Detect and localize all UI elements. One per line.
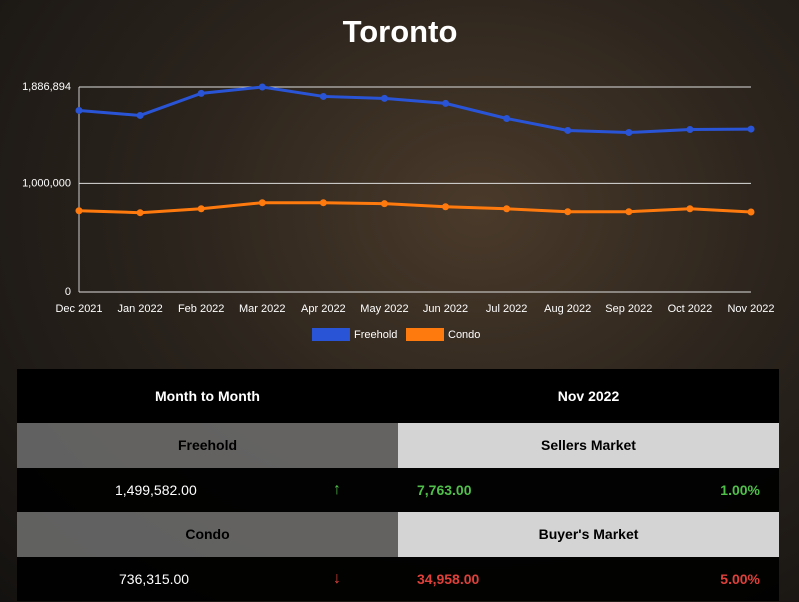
- x-tick-label: Dec 2021: [55, 303, 102, 315]
- series-line: [78, 201, 752, 215]
- price: 736,315.00: [119, 571, 190, 588]
- data-point: [747, 125, 755, 133]
- data-point: [75, 207, 83, 215]
- x-tick-label: Nov 2022: [727, 303, 774, 315]
- data-point: [564, 126, 572, 134]
- data-point: [380, 94, 388, 102]
- data-point: [442, 99, 450, 107]
- data-point: [564, 208, 572, 216]
- legend-swatch: [406, 328, 444, 341]
- data-point: [442, 203, 450, 211]
- series-line: [78, 85, 752, 135]
- y-tick-label: 1,000,000: [22, 177, 71, 189]
- header-cell: Nov 2022: [557, 388, 620, 404]
- arrow-up: ↑: [333, 480, 341, 498]
- data-point: [503, 114, 511, 122]
- legend-label: Condo: [448, 329, 480, 341]
- section-row: Freehold Sellers Market: [17, 423, 779, 468]
- section-name: Freehold: [17, 423, 398, 468]
- x-tick-label: Feb 2022: [178, 303, 224, 315]
- y-tick-label: 0: [65, 286, 71, 298]
- chart-title: Toronto: [343, 14, 458, 49]
- data-point: [319, 92, 327, 100]
- data-point: [136, 209, 144, 217]
- section-row: Condo Buyer's Market: [17, 512, 779, 557]
- legend-swatch: [312, 328, 350, 341]
- section-name: Condo: [17, 512, 398, 557]
- data-point: [503, 205, 511, 213]
- chart: Toronto 0 1,000,000 1,886,894 Dec 2021 Jan 2…: [22, 14, 774, 341]
- x-tick-label: Jan 2022: [117, 303, 162, 315]
- data-point: [625, 208, 633, 216]
- data-point: [319, 199, 327, 207]
- data-point: [258, 199, 266, 207]
- data-point: [686, 125, 694, 133]
- data-point: [625, 129, 633, 137]
- data-point: [686, 205, 694, 213]
- x-tick-label: Jul 2022: [486, 303, 528, 315]
- legend-label: Freehold: [354, 329, 397, 341]
- summary-table: Month to Month Nov 2022 Freehold Sellers…: [17, 369, 779, 602]
- data-point: [258, 83, 266, 91]
- data-point: [75, 106, 83, 114]
- change-percent: 5.00%: [720, 571, 760, 588]
- x-tick-label: Aug 2022: [544, 303, 591, 315]
- change: 7,763.00: [417, 481, 472, 498]
- x-tick-label: Oct 2022: [668, 303, 713, 315]
- x-tick-label: Apr 2022: [301, 303, 346, 315]
- value-row: 736,315.00 ↓ 34,958.00 5.00%: [17, 556, 779, 602]
- x-tick-label: Jun 2022: [423, 303, 468, 315]
- data-point: [197, 89, 205, 97]
- market-status: Buyer's Market: [398, 512, 779, 557]
- data-point: [380, 200, 388, 208]
- header-cell: Month to Month: [155, 388, 260, 404]
- y-tick-label: 1,886,894: [22, 81, 71, 93]
- table-header: Month to Month Nov 2022: [17, 369, 779, 423]
- change-percent: 1.00%: [720, 481, 760, 498]
- price: 1,499,582.00: [115, 481, 197, 498]
- x-tick-label: May 2022: [360, 303, 408, 315]
- data-point: [197, 205, 205, 213]
- arrow-down: ↓: [333, 570, 341, 588]
- x-tick-label: Mar 2022: [239, 303, 285, 315]
- data-point: [747, 208, 755, 216]
- x-tick-label: Sep 2022: [605, 303, 652, 315]
- change: 34,958.00: [417, 571, 480, 588]
- value-row: 1,499,582.00 ↑ 7,763.00 1.00%: [17, 467, 779, 513]
- data-point: [136, 111, 144, 119]
- market-status: Sellers Market: [398, 423, 779, 468]
